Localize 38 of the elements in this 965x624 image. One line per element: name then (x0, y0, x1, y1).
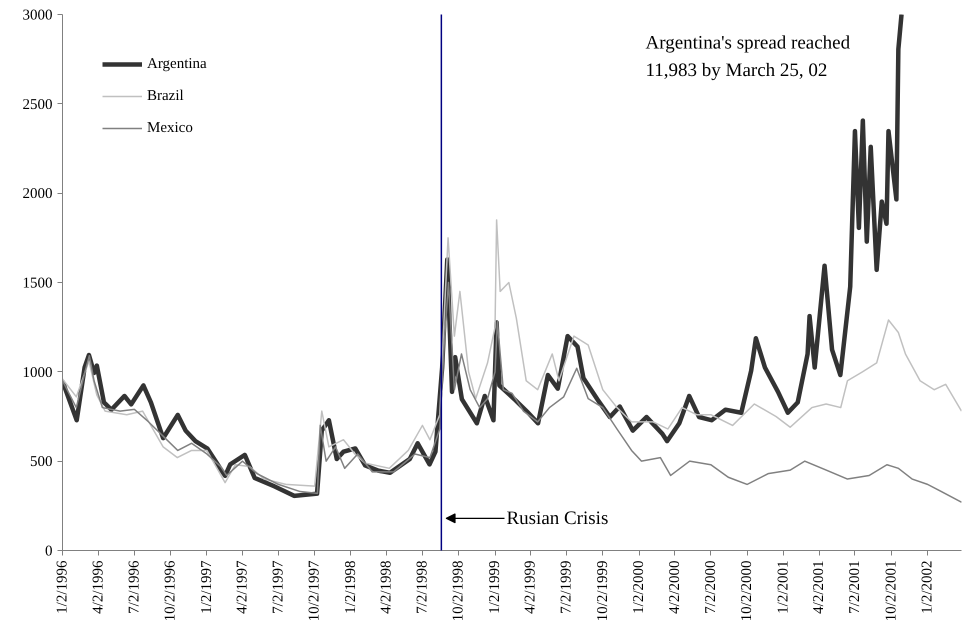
x-tick-label: 4/2/2001 (811, 560, 828, 614)
x-tick-label: 1/2/2000 (631, 560, 648, 614)
x-tick-label: 7/2/2001 (846, 560, 863, 614)
ref-line-label: Rusian Crisis (506, 508, 608, 529)
annotation: Argentina's spread reached 11,983 by March 25, 02 (646, 32, 851, 81)
y-tick-label: 0 (45, 544, 52, 560)
x-tick-label: 1/2/1998 (342, 560, 359, 614)
x-tick-label: 4/2/2000 (666, 560, 683, 614)
x-tick-label: 10/2/1998 (450, 560, 467, 622)
y-tick-label: 1500 (22, 276, 52, 292)
x-tick-label: 4/2/1997 (234, 560, 250, 614)
legend-label: Mexico (147, 120, 193, 136)
legend-label: Brazil (147, 88, 184, 104)
x-tick-label: 1/2/2002 (920, 560, 936, 614)
x-tick-label: 4/2/1998 (378, 560, 395, 614)
x-tick-label: 7/2/2000 (702, 560, 719, 614)
x-tick-label: 10/2/1999 (594, 560, 611, 622)
x-tick-label: 10/2/2000 (739, 560, 756, 622)
x-tick-label: 1/2/1997 (198, 560, 215, 614)
line-series (62, 219, 962, 487)
x-tick-label: 1/2/1996 (54, 560, 70, 614)
y-tick-label: 2500 (22, 96, 52, 113)
x-tick-label: 10/2/1996 (162, 560, 179, 622)
x-tick-label: 7/2/1999 (558, 560, 574, 614)
x-tick-label: 4/2/1996 (90, 560, 106, 614)
x-tick-label: 1/2/2001 (776, 560, 792, 614)
x-tick-label: 7/2/1998 (414, 560, 430, 614)
x-tick-label: 7/2/1996 (126, 560, 142, 614)
x-tick-label: 1/2/1999 (487, 560, 504, 614)
x-tick-label: 7/2/1997 (270, 560, 286, 614)
x-tick-label: 4/2/1999 (522, 560, 539, 614)
y-tick-label: 2000 (22, 186, 52, 202)
legend-label: Argentina (147, 56, 207, 72)
y-tick-label: 500 (30, 454, 52, 470)
x-tick-label: 10/2/2001 (883, 560, 900, 622)
y-tick-label: 1000 (22, 364, 52, 381)
x-tick-label: 10/2/1997 (306, 560, 323, 622)
y-tick-label: 3000 (22, 8, 52, 24)
